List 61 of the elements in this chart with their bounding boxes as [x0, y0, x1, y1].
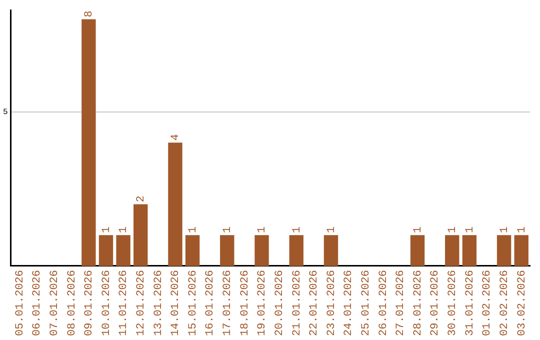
x-tick-label: 13.01.2026: [152, 270, 165, 336]
x-tick-label: 16.01.2026: [204, 270, 217, 336]
bar: [168, 142, 182, 266]
x-tick-label: 20.01.2026: [274, 270, 286, 336]
x-tick-label: 08.01.2026: [66, 270, 78, 336]
x-tick-label: 12.01.2026: [136, 270, 148, 336]
x-tick-label: 28.01.2026: [412, 270, 424, 336]
bar: [116, 235, 130, 266]
data-label: 1: [256, 226, 269, 234]
bar: [98, 235, 114, 266]
data-label: 1: [187, 226, 200, 234]
data-label: 4: [170, 134, 182, 141]
x-tick-label: 15.01.2026: [187, 270, 200, 336]
x-tick-label: 27.01.2026: [395, 270, 408, 336]
x-tick-label: 02.02.2026: [498, 270, 511, 336]
x-tick-label: 07.01.2026: [48, 270, 61, 336]
bar: [220, 235, 234, 266]
x-tick-label: 11.01.2026: [118, 270, 130, 336]
x-tick-label: 25.01.2026: [360, 270, 372, 336]
bar: [134, 204, 148, 266]
x-tick-label: 17.01.2026: [222, 270, 234, 336]
data-label: 1: [412, 226, 424, 234]
bar: [462, 235, 477, 266]
data-label: 1: [326, 226, 338, 234]
bar: [514, 235, 528, 266]
data-label: 2: [136, 196, 148, 202]
y-tick-label: 5: [2, 108, 8, 117]
data-label: 1: [118, 226, 130, 234]
x-tick-label: 14.01.2026: [170, 270, 182, 336]
bar: [185, 235, 200, 266]
x-tick-label: 29.01.2026: [430, 270, 442, 336]
bar: [324, 235, 338, 266]
x-tick-label: 24.01.2026: [343, 270, 356, 336]
data-label: 8: [84, 10, 96, 18]
data-label: 1: [291, 226, 304, 234]
x-tick-label: 01.02.2026: [482, 270, 494, 336]
bar: [496, 235, 512, 266]
x-tick-label: 30.01.2026: [447, 270, 460, 336]
bar: [410, 235, 425, 266]
data-label: 1: [447, 226, 460, 234]
x-tick-label: 19.01.2026: [256, 270, 269, 336]
bar: [289, 235, 304, 266]
data-label: 1: [498, 226, 511, 234]
data-label: 1: [516, 226, 528, 234]
x-tick-label: 06.01.2026: [32, 270, 44, 336]
x-tick-label: 22.01.2026: [308, 270, 321, 336]
x-tick-label: 21.01.2026: [291, 270, 304, 336]
bar: [445, 235, 460, 266]
data-label: 1: [222, 226, 234, 234]
x-tick-label: 10.01.2026: [100, 270, 113, 336]
x-tick-label: 18.01.2026: [239, 270, 252, 336]
x-tick-label: 26.01.2026: [378, 270, 390, 336]
bar: [254, 235, 269, 266]
data-label: 1: [100, 226, 113, 234]
x-tick-label: 09.01.2026: [84, 270, 96, 336]
x-tick-label: 31.01.2026: [464, 270, 476, 336]
bar: [82, 19, 96, 266]
x-tick-label: 05.01.2026: [14, 270, 26, 336]
x-tick-label: 23.01.2026: [326, 270, 338, 336]
data-label: 1: [464, 226, 476, 234]
x-tick-label: 03.02.2026: [516, 270, 528, 336]
